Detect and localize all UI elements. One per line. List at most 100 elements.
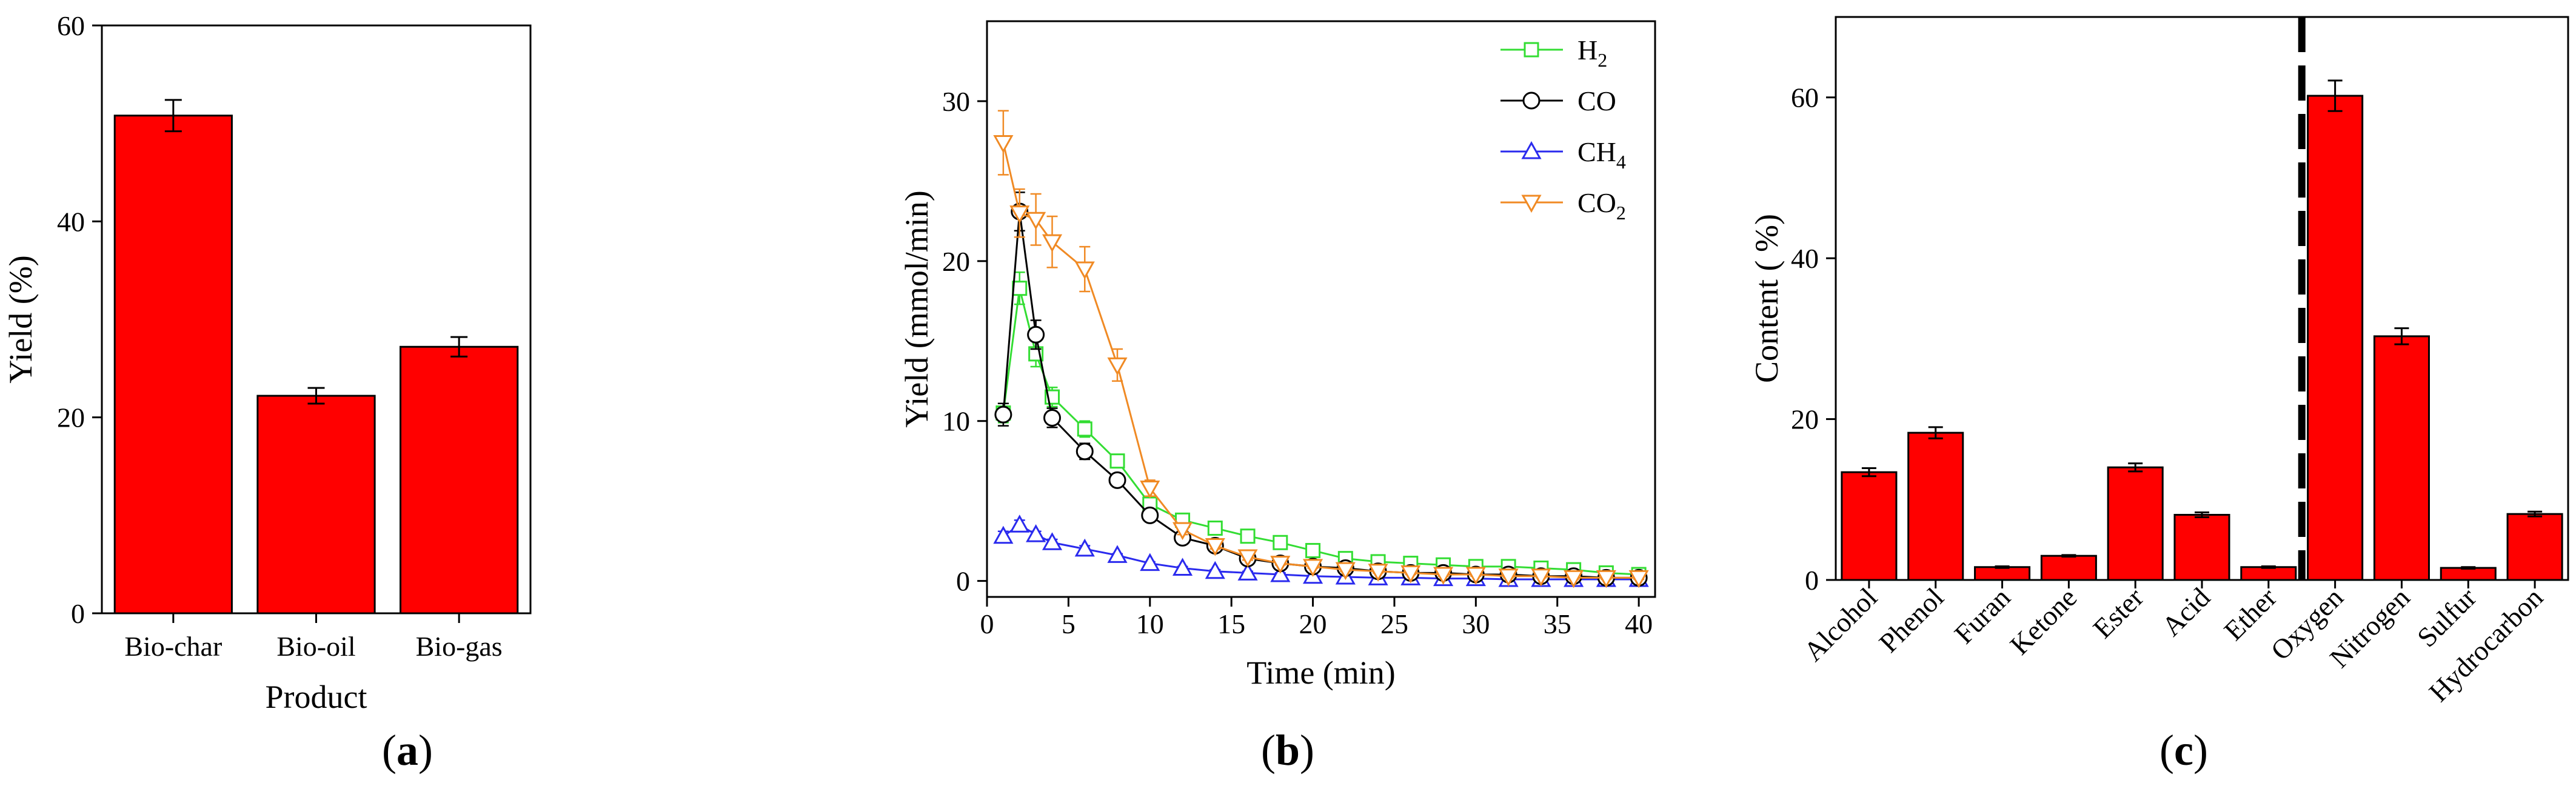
panel-label-letter: b bbox=[1276, 726, 1300, 774]
legend-label-main: CH bbox=[1577, 136, 1616, 167]
data-point-triangle-up bbox=[1009, 515, 1030, 533]
legend-label: H2 bbox=[1577, 35, 1607, 71]
data-point-triangle-down bbox=[1400, 565, 1421, 584]
data-point-square bbox=[1524, 42, 1539, 58]
data-point-triangle-up bbox=[1107, 545, 1128, 563]
data-point-triangle-down bbox=[1026, 211, 1046, 230]
data-point-triangle-down bbox=[1433, 567, 1454, 585]
chart-panel-b: 0 10 20 30 Yield (mmol/min) 0 5 10 15 20 25 30 35 40 H… bbox=[898, 20, 1656, 774]
data-point-square bbox=[1207, 521, 1223, 536]
panel-label: (a) bbox=[382, 726, 433, 774]
data-point-triangle-up bbox=[1237, 562, 1258, 581]
data-point-circle bbox=[1522, 92, 1541, 110]
series-co2 bbox=[993, 110, 1649, 588]
data-point-triangle-down bbox=[1237, 549, 1258, 568]
panel-label-paren: ) bbox=[418, 726, 433, 774]
panel-label: (c) bbox=[2159, 726, 2208, 774]
data-point-triangle-down bbox=[1564, 570, 1584, 588]
data-point-triangle-down bbox=[1498, 568, 1519, 587]
data-point-triangle-down bbox=[1531, 568, 1551, 587]
data-point-triangle-up bbox=[1074, 538, 1095, 557]
legend-item: CO bbox=[1500, 85, 1616, 116]
bar bbox=[1907, 431, 1964, 581]
data-point-circle bbox=[1108, 471, 1126, 489]
series-h2 bbox=[995, 271, 1647, 582]
data-point-triangle-down bbox=[1303, 559, 1323, 577]
x-tick-label: 40 bbox=[1625, 608, 1653, 639]
series-line bbox=[1002, 211, 1639, 579]
y-axis-label: Content ( %) bbox=[1748, 214, 1785, 383]
data-point-triangle-up bbox=[1140, 553, 1160, 571]
series-line bbox=[1002, 142, 1639, 579]
y-tick-label: 30 bbox=[942, 86, 970, 117]
data-point-square bbox=[1012, 281, 1028, 296]
data-point-triangle-down bbox=[1368, 564, 1388, 582]
y-tick-label: 20 bbox=[57, 402, 85, 433]
bar bbox=[2107, 466, 2164, 581]
data-point-triangle-down bbox=[1521, 195, 1542, 213]
bar bbox=[113, 115, 233, 614]
x-tick-label: Bio-oil bbox=[276, 631, 355, 662]
x-tick-label: Acid bbox=[2156, 582, 2216, 642]
x-tick-label: Bio-char bbox=[124, 631, 222, 662]
data-point-triangle-up bbox=[1521, 141, 1542, 159]
data-point-triangle-down bbox=[1465, 567, 1486, 585]
y-tick-label: 40 bbox=[57, 206, 85, 237]
data-point-triangle-up bbox=[1026, 524, 1046, 542]
data-point-circle bbox=[1043, 408, 1062, 427]
legend-label: CO2 bbox=[1577, 187, 1626, 224]
data-point-triangle-down bbox=[1140, 481, 1160, 499]
bar bbox=[2240, 566, 2297, 581]
bar bbox=[2440, 567, 2497, 581]
x-tick-label: 15 bbox=[1217, 608, 1245, 639]
panel-label-paren: ( bbox=[382, 726, 396, 774]
data-point-triangle-down bbox=[1628, 570, 1649, 588]
y-axis-label: Yield (mmol/min) bbox=[898, 190, 935, 427]
x-tick-label: Bio-gas bbox=[416, 631, 503, 662]
x-axis-label: Time (min) bbox=[1246, 654, 1396, 691]
data-point-square bbox=[1273, 535, 1288, 550]
bar bbox=[400, 345, 519, 614]
data-point-triangle-down bbox=[1009, 205, 1030, 224]
y-tick-label: 10 bbox=[942, 406, 970, 437]
data-point-square bbox=[1109, 453, 1125, 469]
y-tick-label: 0 bbox=[956, 566, 970, 597]
panel-label-paren: ) bbox=[2193, 726, 2208, 774]
x-tick-label: 20 bbox=[1299, 608, 1327, 639]
data-point-triangle-down bbox=[1042, 234, 1063, 253]
data-point-square bbox=[1077, 421, 1092, 437]
legend-label-main: H bbox=[1577, 35, 1597, 65]
data-point-square bbox=[1240, 528, 1256, 544]
legend-label-main: CO bbox=[1577, 187, 1616, 218]
data-point-triangle-down bbox=[993, 135, 1014, 153]
x-tick-label: 0 bbox=[980, 608, 994, 639]
data-point-triangle-down bbox=[1596, 570, 1616, 588]
series-line bbox=[1003, 524, 1639, 581]
data-point-triangle-down bbox=[1335, 562, 1356, 581]
data-point-triangle-down bbox=[1107, 357, 1128, 376]
legend-label-main: CO bbox=[1577, 85, 1616, 116]
x-tick-label: Ester bbox=[2087, 582, 2149, 644]
panel-label-letter: c bbox=[2174, 726, 2193, 774]
bar bbox=[2173, 514, 2230, 581]
y-tick-label: 0 bbox=[71, 598, 85, 629]
y-tick-label: 20 bbox=[942, 246, 970, 277]
panel-label-letter: a bbox=[396, 726, 418, 774]
chart-panel-a: 0 20 40 60 Yield (%) Bio-char Bio-oil Bio-gas Pr… bbox=[2, 10, 532, 774]
data-point-triangle-down bbox=[1172, 522, 1193, 541]
data-point-triangle-up bbox=[993, 525, 1014, 544]
bar bbox=[1841, 471, 1898, 581]
x-tick-label: 35 bbox=[1544, 608, 1571, 639]
data-point-circle bbox=[1027, 325, 1045, 344]
data-point-triangle-down bbox=[1074, 261, 1095, 280]
data-point-triangle-up bbox=[1042, 532, 1063, 550]
panel-label: (b) bbox=[1261, 726, 1314, 774]
bar bbox=[2040, 555, 2097, 581]
data-point-triangle-up bbox=[1205, 561, 1225, 579]
x-tick-label: Ketone bbox=[2004, 582, 2083, 661]
x-tick-label: 30 bbox=[1462, 608, 1490, 639]
legend-item: CO2 bbox=[1500, 187, 1626, 224]
x-tick-label: 25 bbox=[1380, 608, 1408, 639]
